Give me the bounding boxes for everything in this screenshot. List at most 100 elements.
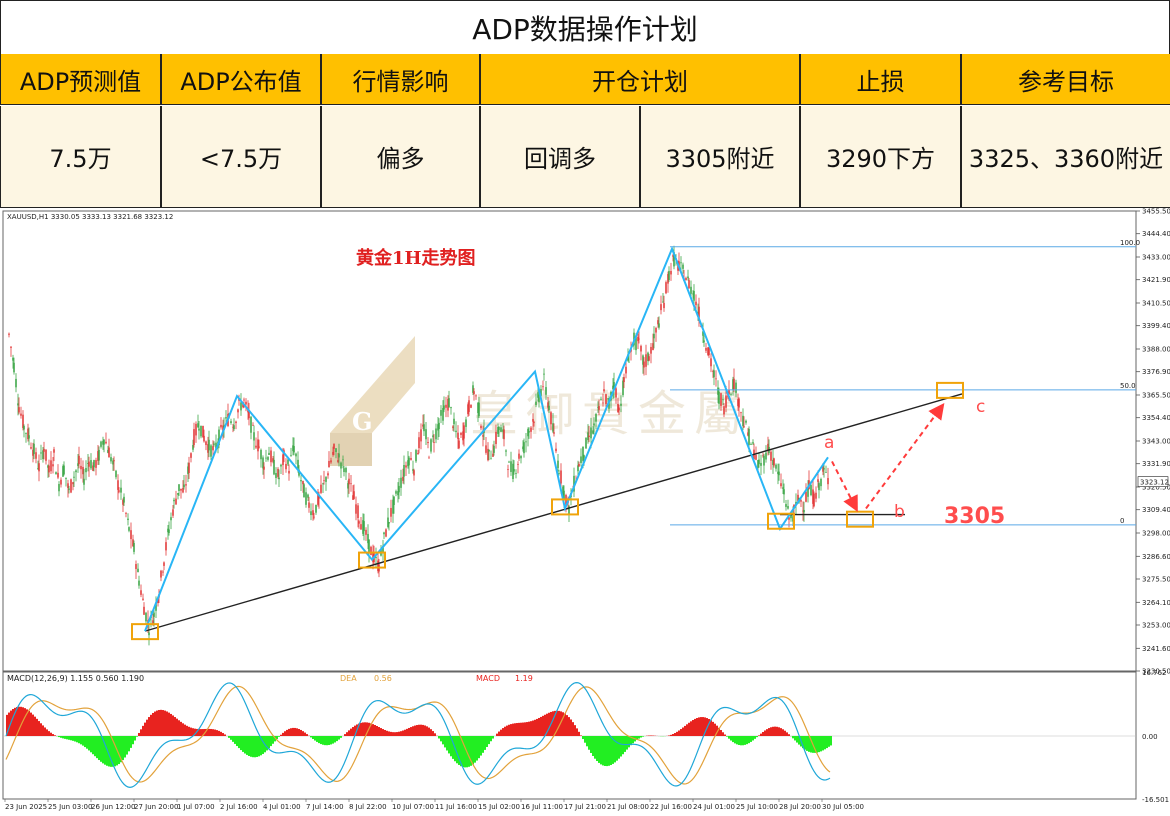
candle-body — [375, 556, 377, 559]
macd-histogram-bar — [210, 728, 212, 736]
macd-histogram-bar — [682, 727, 684, 736]
macd-histogram-bar — [384, 729, 386, 736]
macd-histogram-bar — [624, 735, 626, 752]
macd-histogram-bar — [820, 735, 822, 752]
macd-histogram-bar — [530, 721, 532, 736]
macd-histogram-bar — [338, 735, 340, 740]
y-tick-label: 3230.50 — [1142, 668, 1170, 676]
candle-body — [60, 479, 62, 485]
candle-body — [280, 464, 282, 467]
macd-histogram-bar — [594, 735, 596, 759]
macd-histogram-bar — [468, 735, 470, 767]
candle-body — [470, 404, 472, 408]
candle-body — [438, 422, 440, 430]
candle-body — [743, 426, 745, 428]
macd-histogram-bar — [486, 735, 488, 747]
macd-histogram-bar — [190, 727, 192, 736]
candle-body — [85, 467, 87, 473]
candle-body — [765, 452, 767, 460]
candle-body — [187, 466, 189, 474]
candle-body — [20, 413, 22, 416]
watermark-logo-shape — [330, 336, 415, 433]
macd-histogram-bar — [508, 724, 510, 736]
candle-body — [453, 418, 455, 425]
macd-histogram-bar — [458, 735, 460, 765]
macd-histogram-bar — [32, 714, 34, 736]
macd-histogram-bar — [352, 727, 354, 736]
y-tick-label: 3320.50 — [1142, 484, 1170, 492]
macd-histogram-bar — [584, 735, 586, 743]
candle-body — [257, 439, 259, 452]
macd-histogram-bar — [726, 735, 728, 737]
macd-histogram-bar — [464, 735, 466, 768]
candle-body — [358, 521, 360, 524]
macd-histogram-bar — [182, 723, 184, 736]
candle-body — [250, 416, 252, 433]
macd-histogram-bar — [34, 716, 36, 736]
candle-body — [583, 455, 585, 458]
candle-body — [650, 346, 652, 354]
pivot-box — [767, 512, 795, 530]
header-stop-loss: 止损 — [800, 54, 961, 105]
candle-body — [790, 513, 792, 519]
macd-histogram-bar — [374, 725, 376, 736]
macd-histogram-bar — [642, 735, 644, 737]
watermark-logo-letter: G — [352, 407, 373, 436]
macd-histogram-bar — [426, 726, 428, 736]
candle-body — [553, 432, 555, 434]
candle-body — [605, 394, 607, 405]
candle-body — [723, 406, 725, 415]
candle-body — [77, 463, 79, 466]
candle-body — [620, 403, 622, 406]
macd-histogram-bar — [112, 735, 114, 767]
macd-histogram-bar — [336, 735, 338, 742]
macd-histogram-bar — [288, 728, 290, 736]
candle-body — [290, 454, 292, 456]
candle-body — [160, 570, 162, 578]
macd-histogram-bar — [6, 714, 8, 736]
macd-histogram-bar — [344, 734, 346, 736]
macd-histogram-bar — [82, 735, 84, 746]
candle-body — [772, 459, 774, 466]
candle-body — [803, 509, 805, 513]
macd-histogram-bar — [152, 712, 154, 736]
macd-histogram-bar — [760, 733, 762, 736]
candle-body — [613, 382, 615, 389]
x-tick-label: 23 Jun 2025 — [5, 803, 47, 811]
candle-body — [387, 517, 389, 527]
macd-histogram-bar — [764, 730, 766, 736]
macd-histogram-bar — [292, 727, 294, 736]
macd-histogram-bar — [716, 725, 718, 736]
macd-histogram-bar — [428, 727, 430, 736]
macd-histogram-bar — [46, 729, 48, 736]
macd-histogram-bar — [300, 729, 302, 736]
candle-body — [527, 429, 529, 437]
macd-histogram-bar — [202, 729, 204, 736]
candle-body — [503, 429, 505, 440]
macd-histogram-bar — [30, 712, 32, 736]
candle-body — [65, 477, 67, 479]
macd-tick-label: 0.00 — [1142, 733, 1158, 741]
candle-body — [270, 450, 272, 463]
macd-histogram-bar — [482, 735, 484, 753]
candle-body — [665, 282, 667, 294]
candle-body — [232, 426, 234, 428]
macd-histogram-bar — [476, 735, 478, 761]
macd-histogram-bar — [178, 720, 180, 736]
macd-histogram-bar — [208, 728, 210, 736]
macd-histogram-bar — [620, 735, 622, 757]
candle-body — [355, 504, 357, 514]
candle-body — [730, 393, 732, 395]
last-price-box — [1137, 476, 1169, 487]
candle-body — [215, 442, 217, 449]
macd-histogram-bar — [158, 709, 160, 736]
macd-histogram-bar — [670, 734, 672, 736]
y-tick-label: 3309.40 — [1142, 506, 1170, 514]
macd-histogram-bar — [156, 710, 158, 736]
candle-body — [415, 450, 417, 462]
macd-histogram-bar — [668, 735, 670, 736]
macd-histogram-bar — [778, 727, 780, 736]
macd-histogram-bar — [278, 735, 280, 737]
x-tick-label: 30 Jul 05:00 — [822, 803, 864, 811]
macd-histogram-bar — [92, 735, 94, 755]
